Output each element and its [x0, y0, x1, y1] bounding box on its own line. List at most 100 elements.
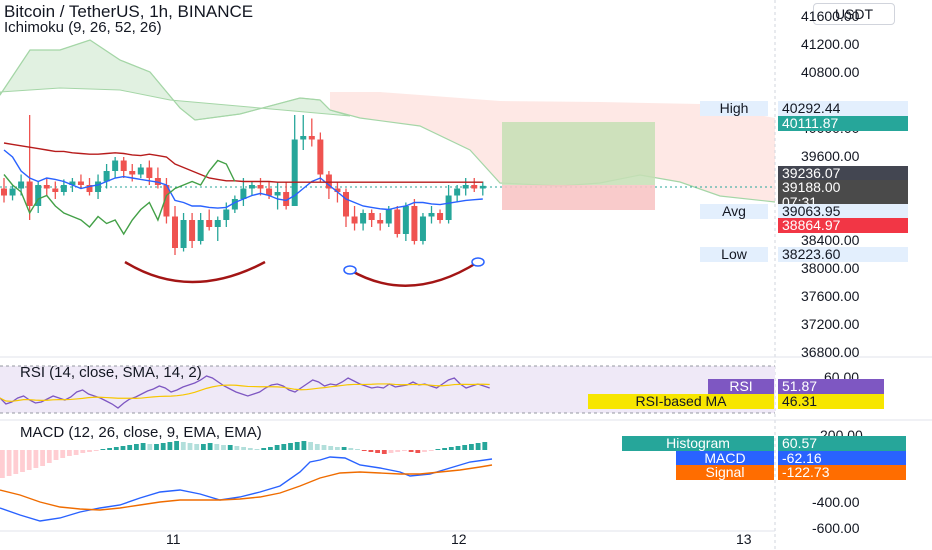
histogram-bar	[388, 450, 394, 453]
kijun-sen-line	[3, 142, 483, 183]
histogram-bar	[462, 445, 468, 450]
candle-body	[428, 213, 435, 217]
macd-axis-label: -400.00	[812, 494, 860, 510]
histogram-bar	[67, 450, 72, 456]
low-value: 38223.60	[778, 247, 908, 262]
histogram-bar	[40, 450, 45, 466]
histogram-bar	[227, 445, 233, 450]
time-tick-label: 11	[166, 531, 181, 547]
candle-body	[146, 167, 153, 178]
candle-body	[180, 220, 187, 248]
histogram-bar	[448, 447, 454, 450]
chart-title: Bitcoin / TetherUS, 1h, BINANCE	[4, 2, 254, 21]
tenkan-sen-line	[3, 149, 483, 211]
position-profit-zone	[502, 122, 655, 185]
histogram-bar	[147, 444, 153, 450]
histogram-bar	[442, 448, 447, 450]
high-value: 40292.44	[778, 101, 908, 116]
histogram-bar	[73, 450, 79, 455]
macd-value: -62.16	[778, 451, 906, 466]
arc-drawing-right	[349, 260, 479, 287]
histogram-bar	[482, 442, 488, 450]
histogram-bar	[207, 443, 213, 450]
price-tick-label: 36800.00	[801, 344, 860, 360]
price-tick-label: 38400.00	[801, 232, 860, 248]
rsi-ma-value: 46.31	[778, 394, 884, 409]
candle-body	[189, 220, 196, 241]
histogram-bar	[154, 444, 159, 450]
histogram-bar	[361, 450, 367, 451]
histogram-bar	[368, 450, 374, 452]
histogram-bar	[355, 449, 360, 450]
histogram-bar	[33, 450, 39, 468]
candle-body	[112, 160, 119, 171]
histogram-bar	[475, 443, 481, 450]
candle-body	[163, 185, 170, 217]
histogram-bar	[0, 450, 5, 478]
histogram-bar	[214, 444, 220, 450]
position-loss-zone	[502, 185, 655, 210]
candle-body	[223, 209, 230, 220]
histogram-bar	[428, 450, 434, 451]
candle-body	[69, 181, 76, 185]
histogram-name-label: Histogram	[622, 436, 774, 451]
histogram-bar	[87, 450, 92, 452]
candle-body	[343, 192, 349, 217]
candle-body	[385, 209, 392, 224]
rsi-title: RSI (14, close, SMA, 14, 2)	[20, 364, 202, 381]
candle-body	[368, 213, 375, 220]
histogram-bar	[281, 444, 287, 450]
high-label: High	[700, 101, 768, 116]
signal-name-label: Signal	[676, 465, 774, 480]
histogram-bar	[415, 450, 421, 453]
histogram-bar	[26, 450, 32, 470]
drawings[interactable]	[124, 122, 655, 287]
arc-handle-start	[343, 265, 357, 275]
histogram-bar	[321, 445, 327, 450]
signal-value: -122.73	[778, 465, 906, 480]
histogram-bar	[469, 444, 474, 450]
histogram-bar	[301, 441, 307, 450]
rsi-value: 51.87	[778, 379, 884, 394]
indicator-lines	[3, 142, 483, 236]
indicator-legend: Ichimoku (9, 26, 52, 26)	[4, 19, 162, 36]
candle-body	[274, 192, 281, 196]
histogram-bar	[294, 442, 300, 450]
time-tick-label: 12	[451, 531, 467, 547]
candle-body	[77, 181, 84, 185]
price-tick-label: 37600.00	[801, 288, 860, 304]
rsi-ma-line	[0, 383, 490, 402]
macd-name-label: MACD	[676, 451, 774, 466]
histogram-bar	[60, 450, 66, 458]
histogram-bar	[20, 450, 25, 472]
avg-value: 39063.95	[778, 204, 908, 219]
candle-body	[257, 185, 264, 189]
histogram-bar	[13, 450, 19, 474]
arc-drawing-left	[124, 260, 266, 284]
histogram-bar	[335, 447, 340, 450]
histogram-bar	[241, 447, 246, 450]
candle-body	[137, 167, 144, 175]
candle-body	[419, 216, 426, 241]
histogram-bar	[221, 445, 226, 450]
histogram-bar	[107, 448, 112, 450]
candle-body	[9, 188, 16, 196]
histogram-bar	[234, 446, 240, 450]
candle-body	[462, 185, 469, 189]
histogram-bar	[194, 444, 200, 450]
histogram-bar	[308, 442, 313, 450]
low-label: Low	[700, 247, 768, 262]
macd-axis-label: -600.00	[812, 520, 860, 536]
candle-body	[300, 136, 307, 140]
currency-selector[interactable]: USDT	[813, 3, 895, 25]
candle-body	[471, 185, 478, 189]
histogram-bar	[328, 446, 334, 450]
last-price-value: 39236.07	[778, 166, 908, 181]
histogram-bar	[46, 450, 52, 463]
histogram-bar	[348, 448, 354, 450]
price-tick-label: 38000.00	[801, 260, 860, 276]
candle-body	[266, 188, 273, 196]
candle-body	[197, 220, 204, 241]
candle-body	[26, 181, 33, 206]
candle-body	[291, 139, 298, 206]
